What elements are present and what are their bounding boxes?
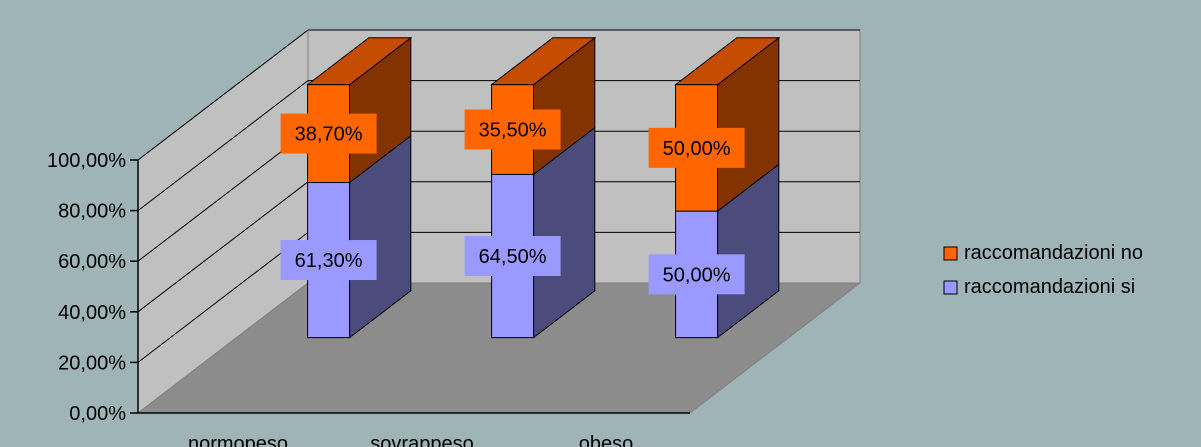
category-label: sovrappeso (370, 433, 473, 447)
gridline-side (137, 80, 309, 211)
data-label-box (280, 113, 377, 154)
legend-label: raccomandazioni si (964, 276, 1135, 298)
bar-top (674, 37, 781, 86)
legend-swatch (943, 280, 958, 295)
y-tick-label: 0,00% (69, 403, 126, 425)
bars (306, 36, 781, 339)
data-label-box (280, 240, 377, 281)
gridline-side (137, 29, 309, 161)
data-label-box (464, 236, 561, 277)
data-labels: 61,30% 38,70% 64,50% 35,50% 50,00% 50,00% (280, 109, 745, 295)
category-label: normopeso (188, 433, 288, 447)
legend-swatch (943, 246, 958, 261)
data-label-box (648, 127, 745, 168)
data-label: 50,00% (663, 264, 731, 286)
y-tick-label: 80,00% (58, 201, 126, 223)
y-tick-label: 20,00% (58, 352, 126, 374)
category-label: obeso (579, 433, 634, 447)
x-axis-categories: normopeso sovrappeso obeso (188, 433, 633, 447)
data-label: 35,50% (479, 120, 547, 142)
gridline-side (137, 181, 309, 313)
gridline-side (137, 130, 309, 262)
data-label: 38,70% (295, 124, 363, 146)
data-label-box (464, 109, 561, 150)
data-label: 64,50% (479, 246, 547, 268)
y-axis: 0,00% 20,00% 40,00% 60,00% 80,00% 100,00% (47, 150, 690, 425)
y-tick-label: 60,00% (58, 251, 126, 273)
data-label-box (648, 254, 745, 295)
gridline-side (137, 232, 309, 363)
y-tick-label: 40,00% (58, 302, 126, 324)
y-tick-label: 100,00% (47, 150, 126, 172)
data-label: 61,30% (295, 250, 363, 272)
bar-top (306, 37, 413, 86)
legend: raccomandazioni no raccomandazioni si (943, 242, 1143, 298)
legend-item: raccomandazioni si (943, 276, 1135, 298)
bar-top (490, 37, 597, 86)
data-label: 50,00% (663, 138, 731, 160)
legend-label: raccomandazioni no (964, 242, 1143, 264)
legend-item: raccomandazioni no (943, 242, 1143, 264)
